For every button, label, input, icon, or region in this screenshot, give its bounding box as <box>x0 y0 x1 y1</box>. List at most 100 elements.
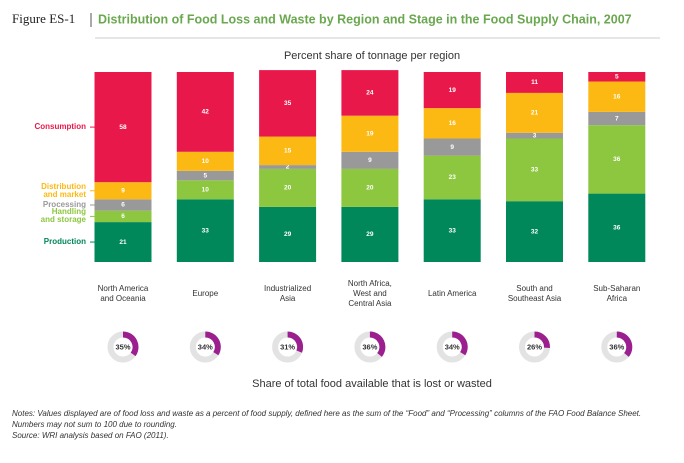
bar-segment <box>259 136 317 166</box>
donut-label: 35% <box>115 342 130 351</box>
donut-label: 31% <box>280 342 295 351</box>
segment-label: 9 <box>368 157 372 164</box>
segment-label: 9 <box>450 144 454 151</box>
bar-segment <box>506 92 563 133</box>
category-label: North Africa, West and Central Asia <box>347 279 392 308</box>
bar-segment <box>341 115 399 152</box>
segment-label: 36 <box>613 225 621 232</box>
segment-label: 6 <box>121 202 125 209</box>
category-label: Europe <box>192 289 219 298</box>
bar-segment <box>506 132 563 139</box>
donut-label: 36% <box>609 342 624 351</box>
bar-segment <box>506 72 563 93</box>
donut-arc <box>205 331 221 356</box>
bar-segment <box>588 125 646 194</box>
notes: Notes: Values displayed are of food loss… <box>12 408 672 441</box>
category-label: Latin America <box>427 289 477 298</box>
donut-title: Share of total food available that is lo… <box>252 378 492 390</box>
segment-label: 20 <box>284 185 292 192</box>
notes-text: Values displayed are of food loss and wa… <box>12 409 642 429</box>
segment-label: 5 <box>615 73 619 80</box>
bar-segment <box>94 199 152 211</box>
segment-label: 5 <box>203 172 207 179</box>
segment-label: 16 <box>449 120 457 127</box>
segment-label: 7 <box>615 115 619 122</box>
segment-label: 19 <box>449 87 457 94</box>
segment-label: 58 <box>119 124 127 131</box>
bar-segment <box>259 70 317 137</box>
donut-arc <box>616 331 633 357</box>
category-label: North America and Oceania <box>97 284 149 303</box>
bar-segment <box>176 151 234 171</box>
chart-subtitle: Percent share of tonnage per region <box>284 50 460 62</box>
source-label: Source: <box>12 431 40 440</box>
donut-label: 34% <box>198 342 213 351</box>
donut-arc <box>369 331 386 357</box>
bar-segment <box>506 201 563 262</box>
bar-segment <box>588 193 646 262</box>
segment-label: 35 <box>284 100 292 107</box>
bar-segment <box>423 155 481 200</box>
legend-label: Distribution and market <box>41 181 86 199</box>
segment-label: 29 <box>366 231 374 238</box>
bar-segment <box>341 168 399 207</box>
bar-segment <box>176 170 234 181</box>
bar-segment <box>341 151 399 169</box>
bar-segment <box>588 81 646 112</box>
segment-label: 10 <box>202 158 210 165</box>
bar-segment <box>423 199 481 262</box>
bar-segment <box>176 180 234 200</box>
segment-label: 9 <box>121 187 125 194</box>
bar-segment <box>94 72 152 183</box>
legend-label: Production <box>43 237 86 247</box>
segment-label: 19 <box>366 130 374 137</box>
legend-label: Handling and storage <box>40 207 86 225</box>
donut-label: 34% <box>445 342 460 351</box>
segment-label: 16 <box>613 93 621 100</box>
bar-segment <box>94 210 152 223</box>
legend-label: Consumption <box>34 122 86 132</box>
notes-label: Notes: <box>12 409 36 418</box>
donut-arc <box>122 331 139 357</box>
bar-segment <box>506 138 563 202</box>
bar-segment <box>259 168 317 207</box>
bar-segment <box>588 111 646 126</box>
segment-label: 33 <box>531 167 539 174</box>
bar-segment <box>259 206 317 262</box>
legend-label: Processing <box>42 200 86 209</box>
source-text: WRI analysis based on FAO (2011). <box>41 431 169 440</box>
category-label: Industrialized Asia <box>264 284 312 303</box>
segment-label: 32 <box>531 228 539 235</box>
segment-label: 2 <box>286 164 290 171</box>
segment-label: 21 <box>119 239 127 246</box>
segment-label: 6 <box>121 213 125 220</box>
segment-label: 24 <box>366 90 374 97</box>
bar-segment <box>423 138 481 156</box>
segment-label: 29 <box>284 231 292 238</box>
donut-arc <box>287 331 304 353</box>
chart-title: Distribution of Food Loss and Waste by R… <box>98 12 632 26</box>
category-label: Sub-Saharan Africa <box>593 284 641 303</box>
donut-label: 36% <box>362 342 377 351</box>
category-label: South and Southeast Asia <box>507 284 562 303</box>
segment-label: 36 <box>613 156 621 163</box>
bar-segment <box>176 199 234 262</box>
bar-segment <box>341 206 399 262</box>
donut-arc <box>451 331 468 356</box>
segment-label: 33 <box>449 227 457 234</box>
segment-label: 3 <box>533 132 537 139</box>
bar-segment <box>588 72 646 82</box>
segment-label: 20 <box>366 185 374 192</box>
segment-label: 21 <box>531 110 539 117</box>
segment-label: 42 <box>202 109 210 116</box>
segment-label: 11 <box>531 79 538 86</box>
figure-label: Figure ES-1 <box>12 11 75 26</box>
segment-label: 33 <box>202 227 210 234</box>
bar-segment <box>94 182 152 200</box>
donut-arc <box>534 331 550 348</box>
bar-segment <box>423 108 481 139</box>
segment-label: 23 <box>449 174 457 181</box>
bar-segment <box>341 70 399 116</box>
